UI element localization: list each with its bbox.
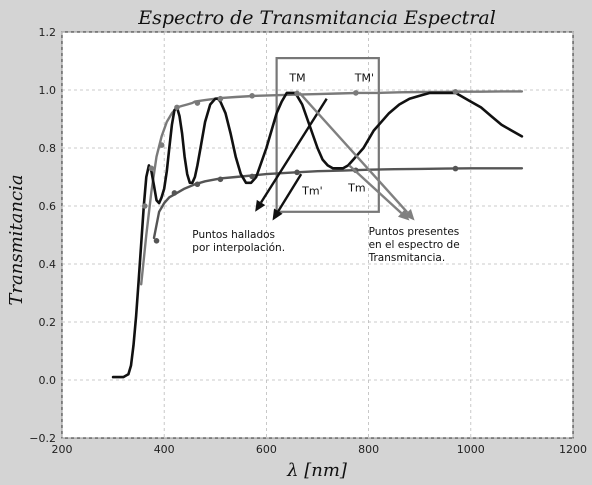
annotation-line: en el espectro de (369, 239, 460, 251)
point-label: Tm (347, 182, 365, 195)
arrow-shaft (348, 164, 403, 214)
x-tick-label: 600 (256, 443, 277, 456)
y-tick-label: 1.0 (39, 84, 57, 97)
arrows-group (255, 92, 415, 221)
y-tick-label: 0.4 (39, 258, 57, 271)
data-marker (141, 203, 148, 209)
point-label: TM (288, 71, 305, 84)
y-axis-label: Transmitancia (6, 174, 27, 305)
arrow-shaft (277, 173, 303, 212)
data-marker (194, 181, 201, 188)
arrow-shaft (298, 92, 409, 214)
arrow-head (403, 208, 415, 221)
y-tick-label: 0.6 (39, 200, 57, 213)
point-labels: TM TM' Tm' Tm (288, 71, 374, 197)
upper-envelope-line (139, 90, 524, 286)
y-tick-label: 0.2 (39, 316, 57, 329)
data-marker (249, 173, 255, 180)
x-tick-label: 1200 (559, 443, 587, 456)
annotation-line: Puntos presentes (369, 226, 460, 238)
highlight-box (275, 56, 380, 213)
annotation-line: Puntos hallados (192, 229, 275, 241)
y-tick-label: 0.8 (39, 142, 57, 155)
tick-labels: 200 400 600 800 1000 1200 −0.2 0.0 0.2 0.4 0.6 0.8 1… (29, 26, 587, 456)
data-marker (353, 90, 359, 96)
data-marker (452, 88, 459, 95)
data-marker (171, 190, 178, 196)
x-tick-label: 400 (154, 443, 175, 456)
y-tick-label: −0.2 (29, 432, 56, 445)
annotation-line: por interpolación. (192, 242, 285, 254)
arrow-head (397, 209, 410, 221)
y-tick-label: 0.0 (39, 374, 57, 387)
data-marker (249, 93, 255, 99)
x-tick-label: 200 (52, 443, 73, 456)
x-tick-label: 1000 (457, 443, 485, 456)
data-marker (158, 142, 165, 148)
x-tick-label: 800 (358, 443, 379, 456)
data-marker (294, 90, 300, 97)
data-marker (194, 100, 201, 106)
data-marker (153, 238, 160, 244)
arrow-head (272, 208, 283, 221)
spectrum-line (111, 91, 524, 379)
x-axis-label: λ [nm] (286, 460, 348, 481)
lower-envelope-line (152, 167, 524, 240)
point-label: TM' (354, 71, 374, 84)
arrow-head (255, 199, 266, 212)
highlight-rect (275, 56, 380, 213)
data-marker (217, 95, 224, 102)
data-marker (217, 176, 224, 183)
data-marker (174, 104, 180, 111)
data-marker (148, 165, 155, 172)
arrow-shaft (260, 98, 328, 204)
point-label: Tm' (301, 184, 322, 197)
y-tick-label: 1.2 (39, 26, 57, 39)
series-group (111, 90, 524, 379)
annotation-line: Transmitancia. (368, 252, 446, 264)
chart-title: Espectro de Transmitancia Espectral (137, 7, 496, 29)
data-marker (294, 169, 300, 176)
markers-group (141, 88, 459, 244)
data-marker (452, 165, 459, 172)
